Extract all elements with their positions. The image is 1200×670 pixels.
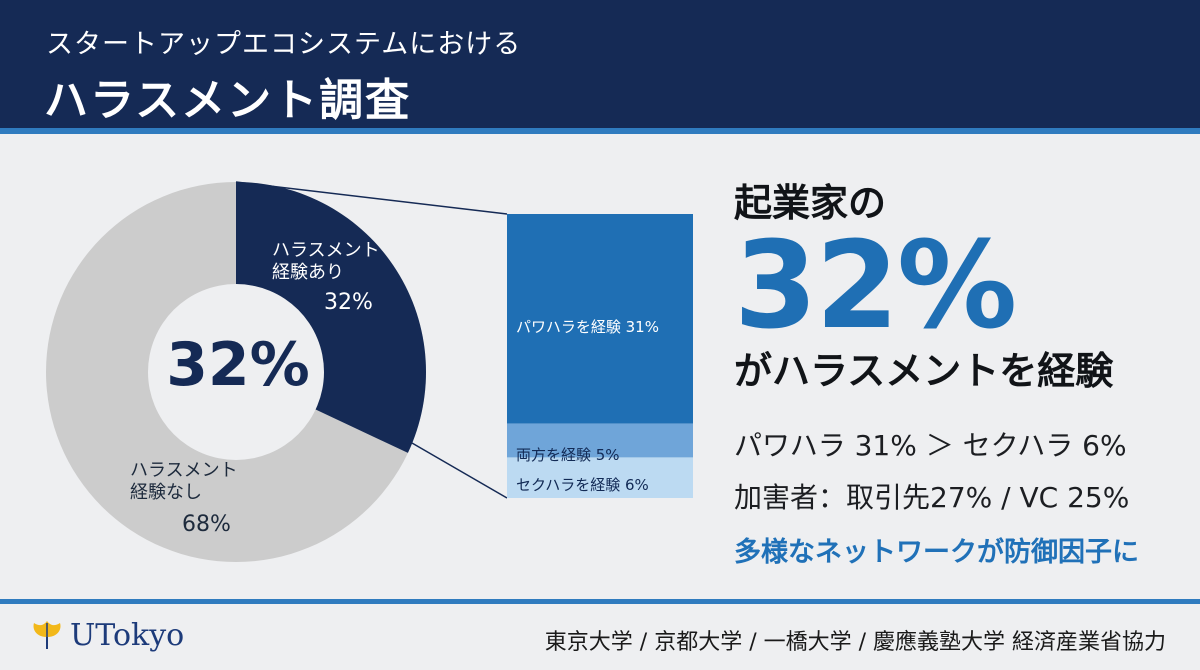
segment-value: 32%	[324, 290, 373, 315]
summary-big-number: 32%	[734, 217, 1017, 356]
segment-label-line2: 経験なし	[130, 482, 202, 503]
donut-center-value: 32%	[166, 330, 310, 400]
bar-label-sexual-harassment: セクハラを経験 6%	[516, 476, 649, 494]
bar-segment-sexual-harassment	[507, 457, 693, 498]
page-title: ハラスメント調査	[44, 75, 412, 126]
donut-hole	[148, 284, 324, 460]
footer-accent-stripe	[0, 599, 1200, 604]
segment-label-no-harassment: ハラスメント 経験なし 68%	[130, 460, 238, 536]
summary-stat-perpetrators: 加害者：取引先27% / VC 25%	[734, 481, 1130, 514]
summary-kicker: 起業家の	[734, 181, 887, 225]
header-banner	[0, 0, 1200, 128]
summary-headline: がハラスメントを経験	[734, 349, 1114, 393]
bar-segment-power-harassment	[507, 214, 693, 424]
bar-segment-both	[507, 423, 693, 458]
connector-line-bottom	[411, 442, 508, 499]
segment-label-harassment: ハラスメント 経験あり 32%	[272, 240, 380, 314]
bar-label-both: 両方を経験 5%	[516, 446, 620, 464]
segment-label-line1: ハラスメント	[272, 240, 380, 261]
summary-note: 多様なネットワークが防御因子に	[734, 537, 1139, 568]
segment-label-line1: ハラスメント	[130, 460, 238, 481]
segment-label-line2: 経験あり	[272, 262, 344, 283]
bar-label-power-harassment: パワハラを経験 31%	[516, 318, 659, 336]
footer	[0, 604, 1200, 670]
header-accent-stripe	[0, 128, 1200, 134]
header-subtitle: スタートアップエコシステムにおける	[46, 29, 522, 60]
ginkgo-leaf-icon	[33, 620, 61, 649]
summary-stat-harassment-types: パワハラ 31% ＞ セクハラ 6%	[734, 429, 1127, 462]
logo-text: UTokyo	[70, 618, 185, 653]
donut-and-breakdown-chart	[46, 181, 693, 562]
connector-line-top	[235, 181, 508, 215]
utokyo-logo: UTokyo	[30, 618, 184, 653]
partner-institutions: 東京大学 / 京都大学 / 一橋大学 / 慶應義塾大学 経済産業省協力	[544, 630, 1166, 655]
segment-value: 68%	[182, 512, 231, 537]
